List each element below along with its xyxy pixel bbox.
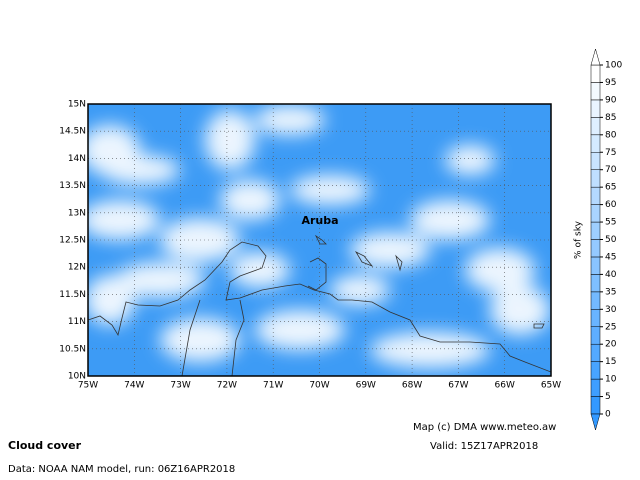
colorbar-tick-label: 50	[605, 235, 617, 245]
colorbar-segment	[590, 134, 601, 153]
colorbar-tick-label: 90	[605, 95, 617, 105]
colorbar-tick-label: 85	[605, 113, 616, 123]
colorbar-tick-label: 0	[605, 410, 611, 420]
lon-label: 74W	[124, 381, 144, 391]
colorbar-tick-label: 100	[605, 61, 622, 71]
lon-label: 66W	[495, 381, 515, 391]
colorbar-tick-label: 55	[605, 218, 616, 228]
colorbar-segment	[590, 378, 601, 397]
lon-label: 72W	[217, 381, 237, 391]
lat-label: 11N	[68, 317, 86, 327]
colorbar-segment	[590, 239, 601, 258]
lat-label: 13N	[68, 208, 86, 218]
colorbar-tick-label: 35	[605, 287, 616, 297]
lat-label: 13.5N	[59, 181, 86, 191]
title: Cloud cover	[8, 439, 82, 452]
lon-label: 65W	[541, 381, 561, 391]
colorbar-segment	[590, 326, 601, 345]
colorbar-segment	[590, 64, 601, 83]
lat-label: 14N	[68, 154, 86, 164]
colorbar: 0 5 10 15 20 25 30 35 40 45 50 55 60 65 70 75 80 85 90 95 10…	[590, 48, 622, 431]
colorbar-tick-label: 60	[605, 200, 617, 210]
coastline	[88, 234, 551, 376]
grid	[88, 104, 551, 376]
lat-label: 10N	[68, 372, 86, 382]
colorbar-segment	[590, 309, 601, 327]
colorbar-segment	[590, 361, 601, 380]
colorbar-segment	[590, 117, 601, 136]
colorbar-tick-label: 70	[605, 165, 617, 175]
colorbar-segment	[590, 343, 601, 362]
map-frame	[87, 103, 552, 377]
colorbar-tick-label: 45	[605, 252, 616, 262]
colorbar-tick-label: 25	[605, 322, 616, 332]
data-source: Data: NOAA NAM model, run: 06Z16APR2018	[8, 464, 235, 475]
colorbar-tick-label: 10	[605, 375, 617, 385]
lon-label: 71W	[263, 381, 283, 391]
colorbar-segment	[590, 82, 601, 101]
lon-label: 67W	[448, 381, 468, 391]
lon-label: 69W	[356, 381, 376, 391]
colorbar-segment	[590, 169, 601, 188]
lon-label: 75W	[78, 381, 98, 391]
colorbar-tick-label: 75	[605, 148, 616, 158]
colorbar-tick-label: 5	[605, 392, 611, 402]
lon-label: 70W	[309, 381, 329, 391]
colorbar-segment	[590, 152, 601, 170]
colorbar-label: % of sky	[574, 220, 584, 259]
colorbar-segment	[590, 204, 601, 223]
colorbar-tick-label: 40	[605, 270, 617, 280]
lat-label: 14.5N	[59, 127, 86, 137]
credit: Map (c) DMA www.meteo.aw	[413, 422, 556, 433]
colorbar-arrow	[590, 48, 601, 66]
colorbar-segment	[590, 221, 601, 240]
colorbar-segment	[590, 99, 601, 118]
lat-label: 12N	[68, 263, 86, 273]
colorbar-segment	[590, 274, 601, 293]
colorbar-segment	[590, 186, 601, 205]
colorbar-segment	[590, 256, 601, 275]
colorbar-segment	[590, 291, 601, 310]
colorbar-tick-label: 80	[605, 130, 617, 140]
place-label: Aruba	[301, 214, 338, 227]
lat-label: 12.5N	[59, 236, 86, 246]
colorbar-tick-label: 15	[605, 357, 616, 367]
colorbar-tick-label: 20	[605, 340, 617, 350]
valid-time: Valid: 15Z17APR2018	[430, 441, 538, 452]
lon-label: 73W	[170, 381, 190, 391]
map-field	[88, 104, 551, 376]
colorbar-tick-label: 65	[605, 183, 616, 193]
colorbar-tick-label: 95	[605, 78, 616, 88]
lat-label: 11.5N	[59, 290, 86, 300]
lat-label: 10.5N	[59, 344, 86, 354]
lon-label: 68W	[402, 381, 422, 391]
colorbar-tick-label: 30	[605, 305, 617, 315]
colorbar-arrow	[590, 413, 601, 431]
lat-label: 15N	[68, 100, 86, 110]
colorbar-segment	[590, 396, 601, 415]
